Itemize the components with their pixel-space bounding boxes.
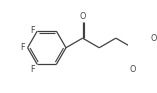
Text: F: F (30, 26, 35, 35)
Text: F: F (20, 43, 24, 52)
Text: O: O (129, 65, 136, 74)
Text: F: F (30, 65, 35, 74)
Text: OH: OH (150, 34, 157, 43)
Text: O: O (79, 12, 86, 21)
